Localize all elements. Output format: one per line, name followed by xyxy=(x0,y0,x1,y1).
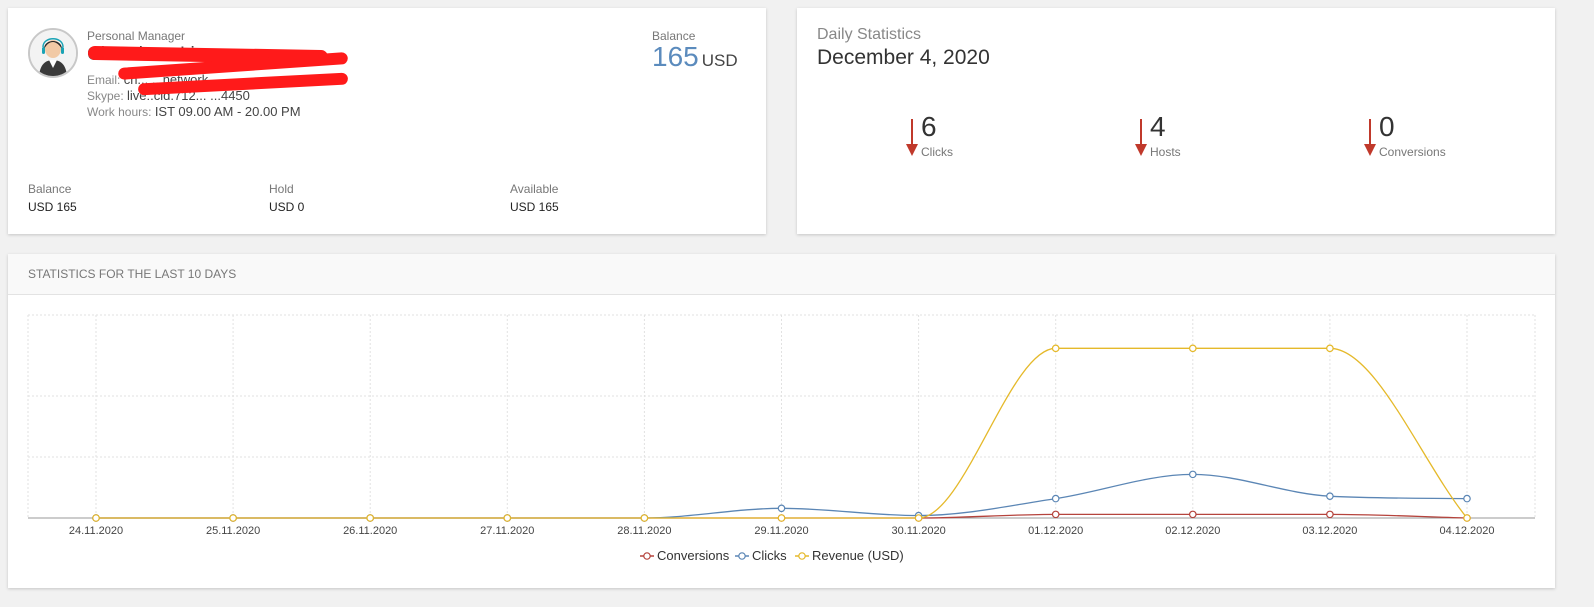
data-point xyxy=(1326,510,1334,519)
email-label: Email: xyxy=(87,73,121,87)
footer-balance-value: USD 165 xyxy=(28,200,77,214)
legend-swatch-point xyxy=(798,552,806,560)
work-hours-value: IST 09.00 AM - 20.00 PM xyxy=(154,104,301,119)
x-tick-label: 03.12.2020 xyxy=(1302,525,1357,537)
footer-hold-label: Hold xyxy=(269,182,294,196)
x-tick-label: 28.11.2020 xyxy=(617,525,671,537)
data-point xyxy=(777,514,786,522)
manager-avatar xyxy=(28,28,78,78)
data-point xyxy=(1051,344,1060,353)
data-point xyxy=(777,504,786,513)
statistics-chart-card: STATISTICS FOR THE LAST 10 DAYS 24.11.20… xyxy=(8,254,1555,588)
x-tick-label: 29.11.2020 xyxy=(754,525,808,537)
skype-label: Skype: xyxy=(87,89,124,103)
data-point xyxy=(1326,492,1334,500)
x-tick-label: 25.11.2020 xyxy=(206,525,260,537)
data-point xyxy=(1189,470,1197,479)
footer-available-value: USD 165 xyxy=(510,200,559,214)
arrow-down-icon xyxy=(1135,119,1147,156)
arrow-down-icon xyxy=(1364,119,1376,156)
data-point xyxy=(1463,514,1471,522)
data-point xyxy=(640,514,649,522)
balance-value: 165 USD xyxy=(652,41,738,73)
footer-hold-value: USD 0 xyxy=(269,200,305,214)
legend-swatch-point xyxy=(643,552,651,560)
legend-label: Clicks xyxy=(752,548,787,563)
footer-available: Available USD 165 xyxy=(510,182,559,214)
footer-hold: Hold USD 0 xyxy=(269,182,304,214)
data-point xyxy=(1189,344,1197,353)
stat-conversions-label: Conversions xyxy=(1379,145,1446,159)
x-tick-label: 04.12.2020 xyxy=(1439,525,1494,537)
arrow-down-icon xyxy=(906,119,918,156)
balance-currency: USD xyxy=(701,51,738,70)
balance-amount: 165 xyxy=(652,41,699,72)
legend-label: Revenue (USD) xyxy=(812,548,904,563)
manager-hours-row: Work hours: IST 09.00 AM - 20.00 PM xyxy=(87,104,301,119)
daily-statistics-title: Daily Statistics xyxy=(817,26,922,43)
footer-balance: Balance USD 165 xyxy=(28,182,77,214)
x-tick-label: 27.11.2020 xyxy=(480,525,534,537)
avatar-person-icon xyxy=(30,30,76,76)
statistics-line-chart: 24.11.2020 25.11.2020 26.11.2020 27.11.2020… xyxy=(27,314,1536,563)
data-point xyxy=(1051,510,1060,519)
data-point xyxy=(1463,494,1471,503)
x-tick-label: 01.12.2020 xyxy=(1028,525,1083,537)
stat-hosts-value: 4 xyxy=(1150,111,1166,142)
work-hours-label: Work hours: xyxy=(87,105,152,119)
stat-hosts-label: Hosts xyxy=(1150,145,1181,159)
x-tick-label: 26.11.2020 xyxy=(343,525,397,537)
daily-statistics-date: December 4, 2020 xyxy=(817,46,990,69)
series-line-2 xyxy=(96,347,1468,519)
footer-available-label: Available xyxy=(510,182,559,196)
stat-clicks-label: Clicks xyxy=(921,145,953,159)
data-point xyxy=(503,514,512,522)
data-point xyxy=(1189,510,1197,519)
data-point xyxy=(1326,344,1334,353)
x-tick-label: 24.11.2020 xyxy=(69,525,123,537)
chart-section-title: STATISTICS FOR THE LAST 10 DAYS xyxy=(8,254,1555,295)
data-point xyxy=(229,514,237,522)
data-point xyxy=(92,514,100,522)
legend-label: Conversions xyxy=(657,548,730,563)
personal-manager-card: Personal Manager Chandana Liv... ...ge E… xyxy=(8,8,766,234)
personal-manager-label: Personal Manager xyxy=(87,29,186,43)
x-tick-label: 02.12.2020 xyxy=(1165,525,1220,537)
stat-conversions-value: 0 xyxy=(1379,111,1395,142)
balance-label: Balance xyxy=(652,29,696,43)
stat-clicks-value: 6 xyxy=(921,111,937,142)
data-point xyxy=(914,514,923,522)
daily-statistics-card: Daily Statistics December 4, 2020 6 Clic… xyxy=(797,8,1555,234)
data-point xyxy=(366,514,375,522)
legend-swatch-point xyxy=(738,552,746,560)
data-point xyxy=(1051,494,1060,503)
footer-balance-label: Balance xyxy=(28,182,72,196)
x-tick-label: 30.11.2020 xyxy=(891,525,945,537)
